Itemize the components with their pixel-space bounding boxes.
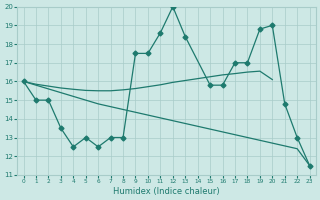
- X-axis label: Humidex (Indice chaleur): Humidex (Indice chaleur): [113, 187, 220, 196]
